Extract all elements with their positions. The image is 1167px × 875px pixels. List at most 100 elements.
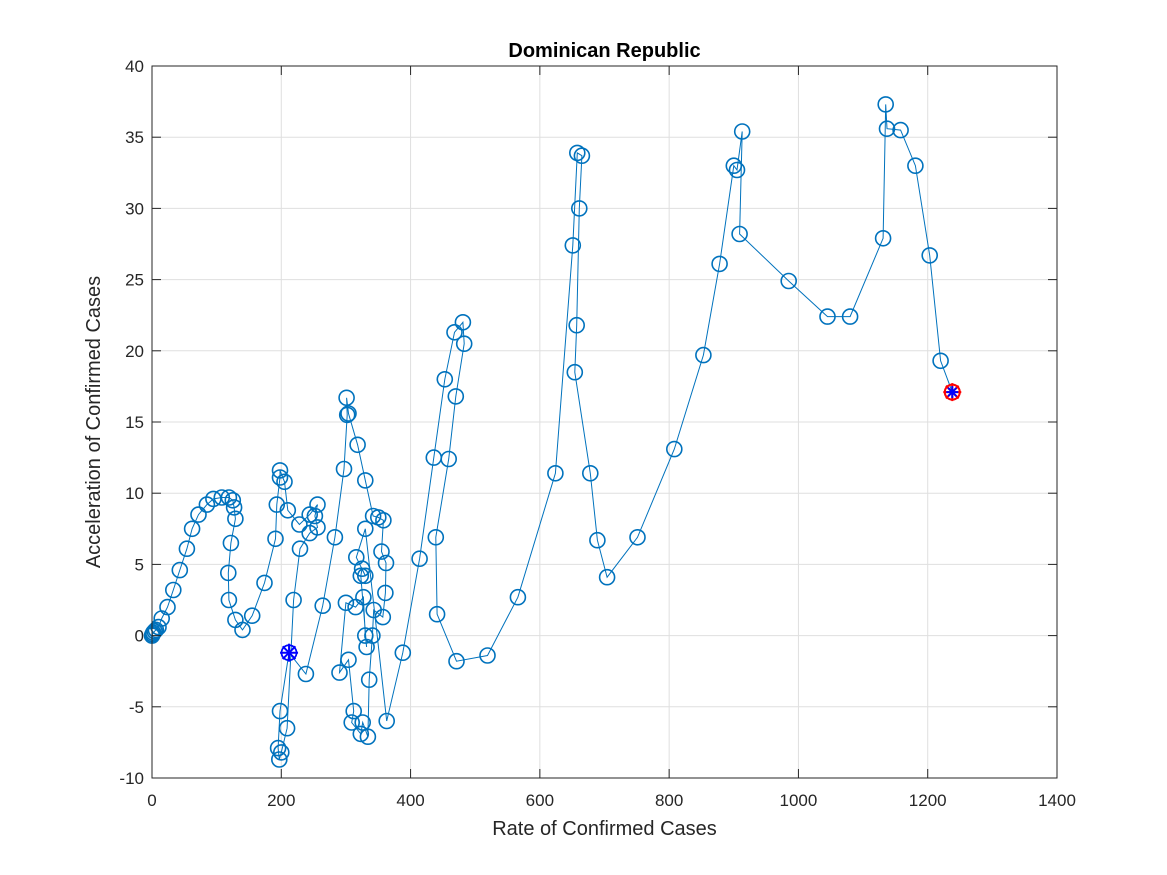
data-point: [629, 528, 646, 546]
data-point: [352, 567, 370, 585]
x-tick-label: 1000: [780, 791, 818, 810]
data-point: [695, 346, 712, 364]
data-point: [345, 702, 363, 720]
data-point: [356, 627, 374, 644]
data-point: [568, 144, 586, 162]
data-point: [440, 450, 458, 468]
data-point: [190, 506, 207, 523]
start-marker: [280, 643, 299, 662]
data-point: [272, 744, 290, 761]
y-tick-label: -5: [129, 698, 144, 717]
data-point: [326, 528, 344, 546]
data-point: [224, 491, 242, 509]
data-point: [337, 594, 355, 612]
data-point: [377, 554, 395, 572]
data-point: [547, 464, 564, 482]
data-point: [411, 550, 428, 568]
data-point: [356, 520, 374, 538]
data-point: [448, 652, 465, 670]
y-tick-label: 5: [135, 555, 144, 574]
data-point: [356, 472, 374, 489]
data-point: [878, 120, 896, 137]
data-point: [183, 520, 201, 538]
y-tick-label: 15: [125, 413, 144, 432]
data-point: [340, 651, 357, 669]
series-layer: [143, 96, 962, 768]
data-point: [278, 719, 296, 737]
data-point: [589, 531, 606, 549]
data-point: [581, 464, 599, 482]
data-point: [270, 751, 288, 768]
data-point: [347, 548, 365, 566]
x-tick-label: 200: [267, 791, 295, 810]
y-tick-label: 30: [125, 199, 144, 218]
y-tick-label: 35: [125, 128, 144, 147]
data-point: [780, 272, 798, 290]
data-point: [921, 247, 939, 264]
data-point: [271, 462, 289, 479]
data-point: [819, 308, 836, 325]
data-point: [243, 607, 261, 625]
y-tick-label: 40: [125, 57, 144, 76]
data-point: [598, 568, 616, 586]
y-tick-label: 25: [125, 271, 144, 290]
data-point: [309, 496, 326, 513]
data-point: [447, 388, 465, 405]
data-point: [222, 534, 240, 552]
ticks: 0 200 400 600 800 1000 1200 1400 -10 -5 0 5 10 15 20 25…: [119, 57, 1075, 810]
data-point: [159, 598, 176, 616]
data-point: [711, 255, 728, 273]
data-point: [150, 618, 167, 636]
data-point: [268, 496, 286, 513]
data-point: [427, 528, 445, 546]
x-tick-label: 800: [655, 791, 683, 810]
data-point: [841, 308, 859, 325]
data-point: [340, 405, 357, 422]
data-point: [291, 516, 308, 533]
data-point: [331, 664, 348, 681]
data-point: [373, 543, 390, 560]
data-point: [394, 644, 412, 662]
data-point: [220, 591, 238, 609]
data-point: [665, 440, 683, 458]
data-point: [271, 702, 289, 720]
data-point: [291, 540, 309, 558]
data-point: [220, 489, 238, 506]
end-marker-overlay: [946, 386, 959, 399]
chart-title: Dominican Republic: [508, 40, 700, 62]
data-point: [349, 436, 366, 454]
data-point: [359, 728, 377, 746]
x-tick-label: 400: [396, 791, 424, 810]
data-point: [227, 510, 244, 528]
data-point: [178, 540, 196, 558]
data-point: [338, 389, 355, 407]
data-point: [314, 597, 332, 615]
data-point: [570, 200, 588, 217]
data-point: [355, 588, 372, 606]
data-point: [454, 313, 472, 331]
series-line: [151, 104, 953, 760]
data-point: [213, 489, 231, 506]
data-point: [338, 406, 356, 424]
data-point: [225, 499, 243, 516]
data-point: [343, 714, 361, 731]
data-point: [285, 591, 302, 609]
data-point: [455, 335, 473, 353]
data-point: [271, 469, 289, 486]
data-point: [276, 473, 293, 491]
y-tick-label: -10: [119, 769, 144, 788]
data-point: [874, 230, 892, 247]
data-point: [377, 584, 394, 602]
data-point: [234, 621, 251, 639]
data-point: [907, 157, 924, 174]
data-point: [352, 725, 370, 743]
data-point: [568, 316, 586, 334]
x-tick-label: 600: [526, 791, 554, 810]
data-point: [566, 363, 584, 381]
data-point: [731, 225, 748, 243]
data-point: [479, 647, 496, 664]
data-point: [301, 524, 319, 542]
data-point: [360, 671, 378, 689]
